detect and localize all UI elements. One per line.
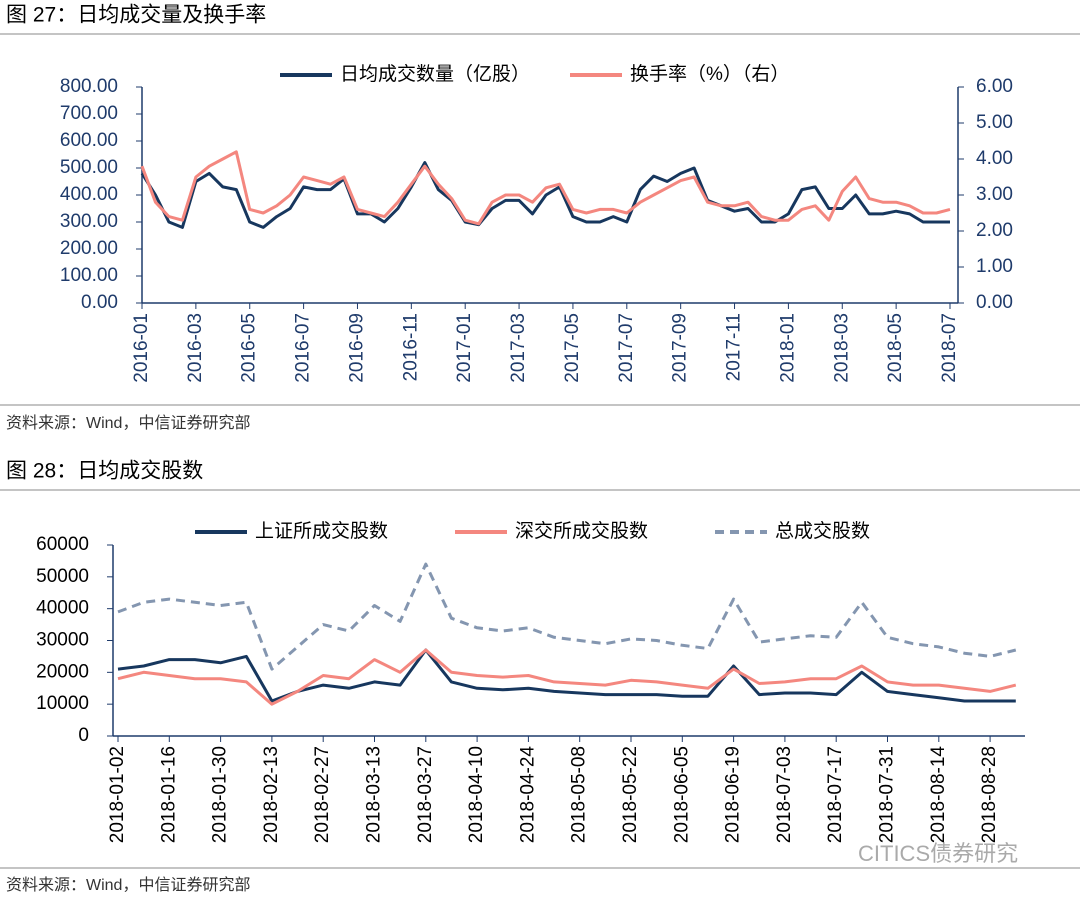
source-note: 资料来源：Wind，中信证券研究部	[6, 876, 250, 894]
series-line	[140, 150, 951, 226]
y-tick-label: 700.00	[60, 103, 118, 124]
source-note: 资料来源：Wind，中信证券研究部	[6, 414, 250, 432]
x-tick-label: 2017-05	[562, 313, 583, 383]
legend-label: 上证所成交股数	[255, 520, 388, 542]
x-tick-label: 2018-06-19	[723, 746, 744, 843]
x-tick-label: 2017-09	[670, 313, 691, 383]
y-tick-label: 50000	[36, 566, 89, 587]
x-tick-label: 2018-03	[831, 313, 852, 383]
legend-label: 日均成交数量（亿股）	[340, 63, 530, 85]
x-tick-label: 2018-04-10	[466, 746, 487, 843]
y-tick-label: 200.00	[60, 238, 118, 259]
y2-tick-label: 4.00	[976, 148, 1013, 169]
y-tick-label: 10000	[36, 693, 89, 714]
x-tick-label: 2018-05	[885, 313, 906, 383]
x-tick-label: 2018-08-28	[979, 746, 1000, 843]
x-tick-label: 2018-08-14	[928, 746, 949, 844]
x-tick-label: 2016-09	[346, 313, 367, 383]
series-line	[140, 161, 950, 229]
y-tick-label: 30000	[36, 630, 89, 651]
x-tick-label: 2018-06-05	[671, 746, 692, 843]
y-tick-label: 500.00	[60, 157, 118, 178]
x-tick-label: 2016-11	[400, 313, 421, 381]
x-tick-label: 2017-07	[616, 313, 637, 383]
y2-tick-label: 0.00	[976, 292, 1013, 313]
x-tick-label: 2017-11	[724, 313, 745, 381]
figure-title: 图 28：日均成交股数	[6, 460, 203, 483]
y-tick-label: 400.00	[60, 184, 118, 205]
y-tick-label: 300.00	[60, 211, 118, 232]
x-tick-label: 2018-03-27	[415, 746, 436, 843]
y-tick-label: 0.00	[81, 292, 118, 313]
y2-tick-label: 6.00	[976, 76, 1013, 97]
legend-label: 深交所成交股数	[515, 520, 648, 542]
y2-tick-label: 3.00	[976, 184, 1013, 205]
x-tick-label: 2018-05-08	[569, 746, 590, 843]
x-tick-label: 2018-03-13	[364, 746, 385, 843]
y2-tick-label: 1.00	[976, 256, 1013, 277]
y-tick-label: 20000	[36, 661, 89, 682]
x-tick-label: 2016-07	[293, 313, 314, 383]
series-line	[117, 648, 1017, 706]
x-tick-label: 2018-01-30	[210, 746, 231, 843]
x-tick-label: 2018-07-31	[877, 746, 898, 843]
legend-label: 总成交股数	[775, 520, 870, 542]
x-tick-label: 2016-05	[239, 313, 260, 383]
x-tick-label: 2018-07-03	[774, 746, 795, 843]
y-tick-label: 100.00	[60, 265, 118, 286]
x-tick-label: 2018-02-27	[312, 746, 333, 843]
x-tick-label: 2018-04-24	[517, 746, 538, 844]
y-tick-label: 600.00	[60, 130, 118, 151]
x-tick-label: 2016-03	[185, 313, 206, 383]
x-tick-label: 2018-01-02	[107, 746, 128, 843]
x-tick-label: 2018-01-16	[158, 746, 179, 843]
x-tick-label: 2018-07	[939, 313, 960, 383]
series-line	[117, 562, 1017, 671]
watermark: CITICS债券研究	[858, 841, 1018, 866]
y-tick-label: 60000	[36, 534, 89, 555]
x-tick-label: 2018-02-13	[261, 746, 282, 843]
y2-tick-label: 2.00	[976, 220, 1013, 241]
y2-tick-label: 5.00	[976, 112, 1013, 133]
x-tick-label: 2018-05-22	[620, 746, 641, 843]
series-line	[117, 648, 1016, 703]
y-tick-label: 800.00	[60, 76, 118, 97]
legend-label: 换手率（%）（右）	[630, 63, 789, 85]
figure-title: 图 27：日均成交量及换手率	[6, 4, 266, 27]
y-tick-label: 40000	[36, 598, 89, 619]
x-tick-label: 2017-01	[454, 313, 475, 383]
x-tick-label: 2018-07-17	[825, 746, 846, 843]
x-tick-label: 2018-01	[777, 313, 798, 383]
x-tick-label: 2016-01	[131, 313, 152, 383]
y-tick-label: 0	[78, 725, 89, 746]
x-tick-label: 2017-03	[508, 313, 529, 383]
